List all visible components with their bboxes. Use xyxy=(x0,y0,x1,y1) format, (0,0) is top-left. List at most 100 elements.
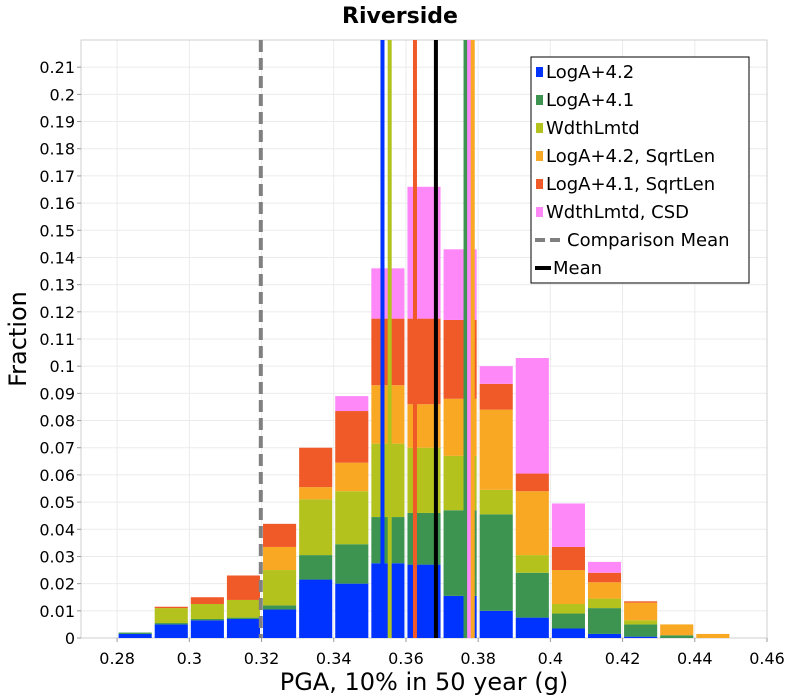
bar-loga-4-1-sqrtlen-bin-10 xyxy=(479,383,513,410)
bar-loga-4-2-sqrtlen-bin-14 xyxy=(624,602,658,621)
y-tick-label: 0.07 xyxy=(39,439,75,458)
y-axis-label: Fraction xyxy=(4,291,32,387)
bar-wdthlmtd-bin-13 xyxy=(587,598,622,609)
y-tick-label: 0.21 xyxy=(39,58,75,77)
legend-box xyxy=(530,56,750,284)
mean-lines xyxy=(258,40,475,638)
legend-label-mean: Mean xyxy=(553,258,602,279)
legend-swatch-loga-4-1 xyxy=(536,95,543,105)
bar-loga-4-2-bin-4 xyxy=(263,609,297,638)
y-tick-label: 0.18 xyxy=(39,140,75,159)
bar-loga-4-2-sqrtlen-bin-4 xyxy=(263,546,297,571)
bar-wdthlmtd-csd-bin-6 xyxy=(335,396,369,412)
bar-loga-4-2-bin-6 xyxy=(335,583,369,638)
bar-loga-4-2-bin-2 xyxy=(190,620,224,638)
x-tick-label: 0.4 xyxy=(538,649,563,668)
legend-swatch-loga-4-2 xyxy=(536,67,543,77)
legend-swatch-wdthlmtd xyxy=(536,123,543,133)
bar-loga-4-1-sqrtlen-bin-4 xyxy=(263,523,297,547)
x-tick-label: 0.28 xyxy=(99,649,135,668)
y-tick-label: 0.17 xyxy=(39,167,75,186)
bar-loga-4-1-bin-14 xyxy=(624,624,658,637)
bars xyxy=(118,186,730,638)
x-tick-label: 0.44 xyxy=(677,649,713,668)
x-tick-label: 0.3 xyxy=(177,649,202,668)
y-tick-label: 0.08 xyxy=(39,412,75,431)
x-tick-label: 0.34 xyxy=(316,649,352,668)
bar-wdthlmtd-csd-bin-13 xyxy=(587,561,622,573)
bar-wdthlmtd-bin-3 xyxy=(226,599,261,618)
bar-loga-4-1-bin-2 xyxy=(190,618,224,621)
y-tick-label: 0.02 xyxy=(39,575,75,594)
y-tick-label: 0.11 xyxy=(39,330,75,349)
chart-title: Riverside xyxy=(342,4,458,29)
bar-loga-4-1-sqrtlen-bin-5 xyxy=(299,447,333,488)
legend-label-loga-4-2: LogA+4.2 xyxy=(546,62,634,83)
bar-loga-4-1-bin-0 xyxy=(118,632,152,634)
x-ticks: 0.28 0.3 0.32 0.34 0.36 0.38 0.4 0.42 0.44 0.46 xyxy=(99,638,785,668)
y-tick-label: 0.12 xyxy=(39,303,75,322)
bar-loga-4-2-bin-1 xyxy=(154,624,188,638)
x-tick-label: 0.46 xyxy=(749,649,785,668)
bar-loga-4-2-sqrtlen-bin-12 xyxy=(551,570,585,605)
legend-label-wdthlmtd-csd: WdthLmtd, CSD xyxy=(546,202,689,223)
bar-loga-4-1-sqrtlen-bin-12 xyxy=(551,546,585,571)
y-tick-label: 0.03 xyxy=(39,547,75,566)
bar-loga-4-1-bin-5 xyxy=(299,555,333,580)
bar-wdthlmtd-csd-bin-12 xyxy=(551,503,585,547)
y-tick-label: 0.05 xyxy=(39,493,75,512)
bar-loga-4-2-bin-12 xyxy=(551,628,585,638)
bar-loga-4-1-bin-15 xyxy=(660,635,694,638)
x-axis-label: PGA, 10% in 50 year (g) xyxy=(280,668,569,696)
bar-wdthlmtd-csd-bin-11 xyxy=(515,358,549,474)
legend-swatch-loga-4-1-sqrtlen xyxy=(536,179,543,189)
x-tick-label: 0.38 xyxy=(460,649,496,668)
bar-loga-4-1-bin-1 xyxy=(154,623,188,625)
bar-loga-4-2-bin-0 xyxy=(118,633,152,638)
bar-loga-4-2-sqrtlen-bin-11 xyxy=(515,491,549,556)
y-tick-label: 0.14 xyxy=(39,248,75,267)
bar-loga-4-2-bin-11 xyxy=(515,617,549,638)
bar-wdthlmtd-bin-5 xyxy=(299,499,333,556)
y-ticks: 0 0.01 0.02 0.03 0.04 0.05 0.06 0.07 0.08 0.09 0.1… xyxy=(39,58,81,648)
y-tick-label: 0.01 xyxy=(39,602,75,621)
bar-loga-4-1-sqrtlen-bin-2 xyxy=(190,597,224,605)
y-tick-label: 0.1 xyxy=(50,357,75,376)
bar-loga-4-1-bin-10 xyxy=(479,514,513,611)
bar-wdthlmtd-bin-12 xyxy=(551,604,585,614)
bar-wdthlmtd-bin-6 xyxy=(335,491,369,545)
bar-loga-4-1-sqrtlen-bin-11 xyxy=(515,473,549,492)
bar-loga-4-1-sqrtlen-bin-6 xyxy=(335,411,369,463)
bar-loga-4-2-sqrtlen-bin-6 xyxy=(335,462,369,492)
legend-label-loga-4-2-sqrtlen: LogA+4.2, SqrtLen xyxy=(546,146,715,167)
x-tick-label: 0.36 xyxy=(388,649,424,668)
bar-loga-4-2-sqrtlen-bin-16 xyxy=(696,633,730,638)
bar-loga-4-2-bin-13 xyxy=(587,633,622,638)
y-tick-label: 0.09 xyxy=(39,384,75,403)
bar-loga-4-2-bin-10 xyxy=(479,610,513,638)
legend-label-loga-4-1: LogA+4.1 xyxy=(546,90,634,111)
y-tick-label: 0.2 xyxy=(50,85,75,104)
bar-loga-4-1-bin-3 xyxy=(226,617,261,619)
bar-loga-4-2-bin-3 xyxy=(226,618,261,638)
bar-loga-4-1-bin-11 xyxy=(515,572,549,618)
legend-label-loga-4-1-sqrtlen: LogA+4.1, SqrtLen xyxy=(546,174,715,195)
bar-loga-4-2-sqrtlen-bin-10 xyxy=(479,409,513,490)
bar-wdthlmtd-bin-11 xyxy=(515,555,549,573)
legend-swatch-wdthlmtd-csd xyxy=(536,207,543,217)
bar-loga-4-2-sqrtlen-bin-13 xyxy=(587,582,622,599)
bar-wdthlmtd-bin-4 xyxy=(263,570,297,606)
bar-wdthlmtd-bin-10 xyxy=(479,489,513,515)
bar-loga-4-1-bin-13 xyxy=(587,608,622,634)
legend-label-wdthlmtd: WdthLmtd xyxy=(546,118,640,139)
bar-loga-4-2-sqrtlen-bin-5 xyxy=(299,487,333,500)
legend: LogA+4.2 LogA+4.1 WdthLmtd LogA+4.2, SqrtLe… xyxy=(530,56,750,284)
bar-wdthlmtd-bin-1 xyxy=(154,608,188,624)
bar-loga-4-1-sqrtlen-bin-3 xyxy=(226,575,261,600)
bar-wdthlmtd-csd-bin-10 xyxy=(479,366,513,384)
bar-loga-4-1-bin-6 xyxy=(335,544,369,584)
bar-wdthlmtd-bin-14 xyxy=(624,620,658,625)
x-tick-label: 0.42 xyxy=(605,649,641,668)
y-tick-label: 0.16 xyxy=(39,194,75,213)
